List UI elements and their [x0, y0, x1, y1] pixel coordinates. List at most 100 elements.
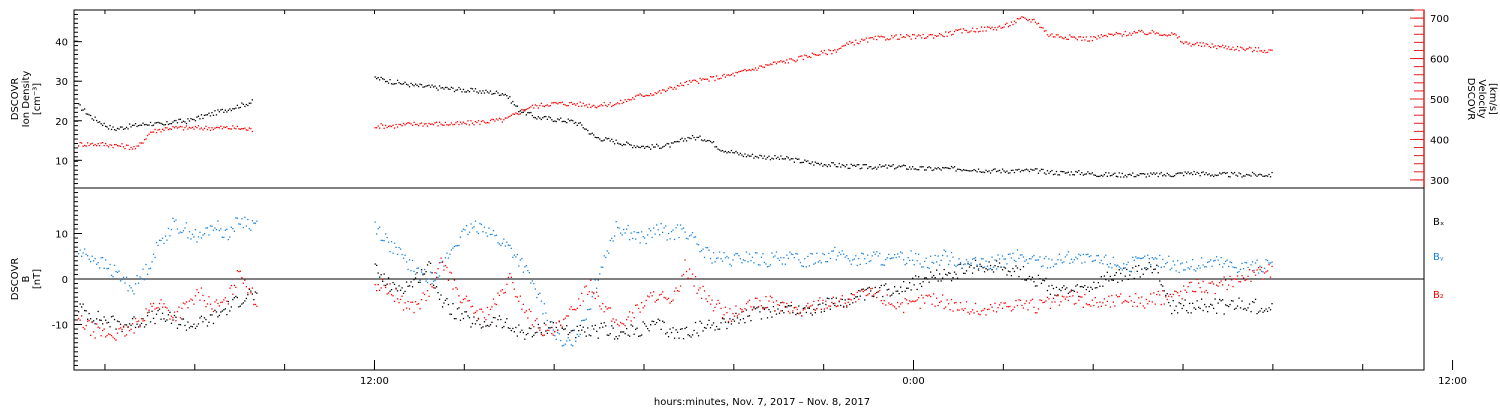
data-point — [169, 235, 171, 237]
data-point — [1169, 293, 1171, 295]
data-point — [390, 241, 393, 243]
data-point — [167, 129, 170, 131]
data-point — [711, 76, 713, 78]
data-point — [850, 263, 852, 265]
data-point — [880, 284, 882, 287]
data-point — [560, 102, 562, 104]
data-point — [379, 276, 381, 278]
data-point — [892, 305, 894, 307]
data-point — [891, 303, 893, 305]
data-point — [918, 253, 920, 255]
data-point — [516, 335, 518, 337]
data-point — [880, 300, 882, 302]
data-point — [594, 297, 596, 300]
data-point — [509, 96, 511, 98]
data-point — [644, 147, 646, 149]
data-point — [93, 331, 95, 333]
data-point — [732, 152, 734, 154]
data-point — [504, 245, 506, 247]
data-point — [190, 298, 192, 300]
data-point — [405, 83, 408, 85]
data-point — [515, 256, 517, 258]
data-point — [425, 123, 427, 125]
data-point — [801, 315, 803, 317]
data-point — [428, 122, 430, 125]
data-point — [1109, 306, 1111, 308]
data-point — [895, 34, 897, 36]
data-point — [81, 142, 83, 144]
data-point — [852, 293, 854, 296]
data-point — [1126, 176, 1128, 178]
data-point — [1244, 175, 1246, 177]
data-point — [1015, 22, 1017, 24]
data-point — [420, 271, 423, 273]
data-point — [968, 313, 971, 315]
data-point — [422, 273, 424, 275]
data-point — [945, 250, 947, 253]
data-point — [1230, 262, 1233, 264]
data-point — [1108, 33, 1110, 35]
data-point — [736, 253, 739, 255]
data-point — [1033, 18, 1035, 21]
data-point — [660, 92, 662, 94]
data-point — [1210, 303, 1212, 305]
data-point — [654, 323, 656, 326]
data-point — [385, 124, 387, 127]
data-point — [1085, 173, 1087, 175]
data-point — [238, 306, 240, 308]
data-point — [822, 299, 824, 301]
data-point — [614, 338, 616, 340]
data-point — [1112, 173, 1114, 175]
data-point — [90, 114, 92, 117]
data-point — [676, 85, 679, 87]
data-point — [950, 34, 953, 36]
data-point — [167, 123, 170, 126]
data-point — [861, 289, 863, 291]
data-point — [912, 300, 914, 302]
data-point — [1067, 292, 1069, 294]
data-point — [1121, 269, 1123, 271]
data-point — [241, 277, 243, 279]
data-point — [633, 98, 635, 100]
data-point — [1242, 48, 1245, 50]
data-point — [161, 237, 164, 239]
data-point — [1087, 171, 1089, 173]
data-point — [973, 267, 975, 269]
data-point — [1229, 275, 1231, 278]
data-point — [585, 104, 587, 106]
ylabel-line: Ion Density — [21, 71, 32, 128]
data-point — [515, 295, 517, 298]
data-point — [865, 262, 867, 265]
ylabel-right-line: DSCOVR — [1465, 78, 1476, 121]
data-point — [386, 293, 388, 295]
data-point — [600, 322, 602, 324]
xtick-label: 12:00 — [360, 376, 389, 387]
data-point — [837, 305, 839, 307]
data-point — [420, 122, 423, 124]
data-point — [922, 281, 924, 283]
data-point — [537, 293, 539, 295]
data-point — [703, 256, 706, 258]
data-point — [780, 60, 782, 62]
data-point — [681, 328, 683, 330]
data-point — [796, 308, 798, 311]
data-point — [527, 108, 529, 110]
data-point — [561, 327, 563, 329]
data-point — [952, 33, 954, 35]
data-point — [229, 287, 231, 289]
data-point — [965, 301, 968, 303]
data-point — [181, 307, 183, 309]
data-point — [970, 311, 972, 313]
data-point — [811, 161, 813, 163]
data-point — [563, 120, 565, 122]
data-point — [524, 338, 526, 340]
data-point — [745, 309, 748, 311]
data-point — [90, 334, 92, 336]
data-point — [196, 325, 198, 327]
data-point — [933, 169, 935, 171]
data-point — [1027, 278, 1029, 280]
data-point — [1145, 267, 1147, 269]
data-point — [798, 259, 800, 261]
data-point — [87, 318, 89, 320]
data-point — [1192, 290, 1194, 292]
